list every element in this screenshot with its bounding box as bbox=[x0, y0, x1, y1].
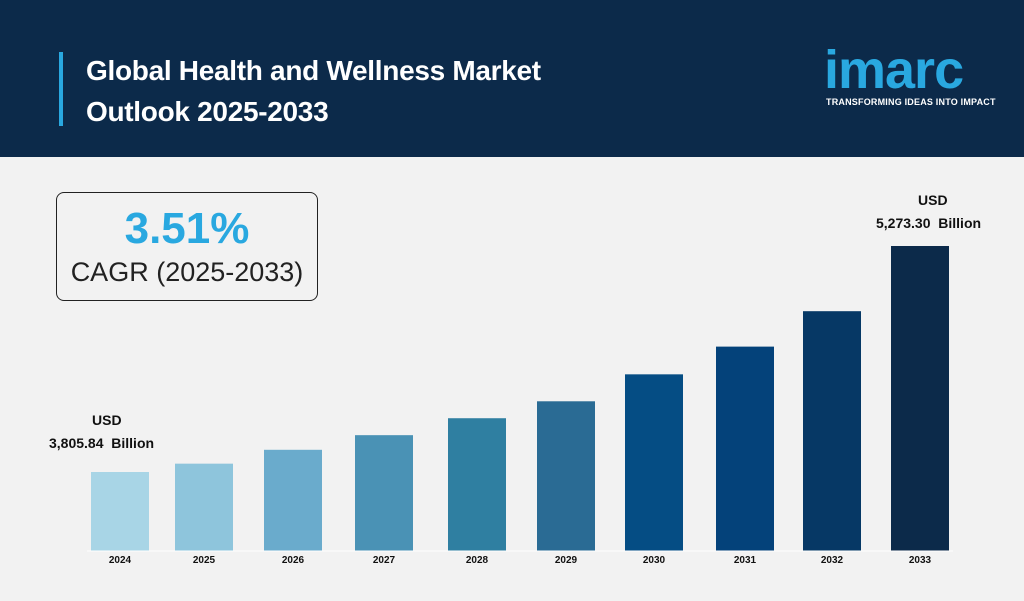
cagr-label: CAGR (2025-2033) bbox=[70, 257, 304, 287]
imarc-logo: imarc TRANSFORMING IDEAS INTO IMPACT bbox=[822, 32, 1004, 112]
bar-2026 bbox=[264, 449, 322, 551]
cagr-box: 3.51% CAGR (2025-2033) bbox=[56, 192, 318, 301]
x-tick-label-2027: 2027 bbox=[373, 555, 396, 566]
x-tick-label-2031: 2031 bbox=[734, 555, 757, 566]
logo-tagline: TRANSFORMING IDEAS INTO IMPACT bbox=[826, 97, 996, 107]
end-annotation-currency: USD bbox=[918, 192, 948, 208]
end-annotation-value: 5,273.30 Billion bbox=[876, 215, 982, 231]
bar-2025 bbox=[175, 463, 233, 551]
page-title: Global Health and Wellness Market Outloo… bbox=[86, 50, 541, 132]
title-accent-line bbox=[59, 52, 63, 126]
bar-2028 bbox=[448, 418, 506, 551]
bar-2033 bbox=[891, 246, 949, 551]
x-tick-label-2033: 2033 bbox=[909, 555, 932, 566]
bar-2029 bbox=[537, 401, 595, 551]
title-line-1: Global Health and Wellness Market bbox=[86, 55, 541, 86]
start-annotation-value: 3,805.84 Billion bbox=[49, 435, 155, 451]
x-tick-label-2024: 2024 bbox=[109, 555, 132, 566]
bar-2031 bbox=[716, 346, 774, 551]
bar-2027 bbox=[355, 435, 413, 551]
x-tick-label-2028: 2028 bbox=[466, 555, 489, 566]
cagr-value: 3.51% bbox=[124, 204, 250, 253]
bar-2024 bbox=[91, 472, 149, 551]
bar-2032 bbox=[803, 311, 861, 551]
x-tick-label-2029: 2029 bbox=[555, 555, 578, 566]
start-annotation-currency: USD bbox=[92, 412, 122, 428]
header-banner: Global Health and Wellness Market Outloo… bbox=[0, 0, 1024, 157]
x-tick-label-2030: 2030 bbox=[643, 555, 666, 566]
x-tick-label-2032: 2032 bbox=[821, 555, 844, 566]
logo-wordmark: imarc bbox=[824, 40, 964, 100]
x-tick-label-2026: 2026 bbox=[282, 555, 305, 566]
title-line-2: Outlook 2025-2033 bbox=[86, 96, 329, 127]
bar-2030 bbox=[625, 374, 683, 551]
x-tick-label-2025: 2025 bbox=[193, 555, 216, 566]
